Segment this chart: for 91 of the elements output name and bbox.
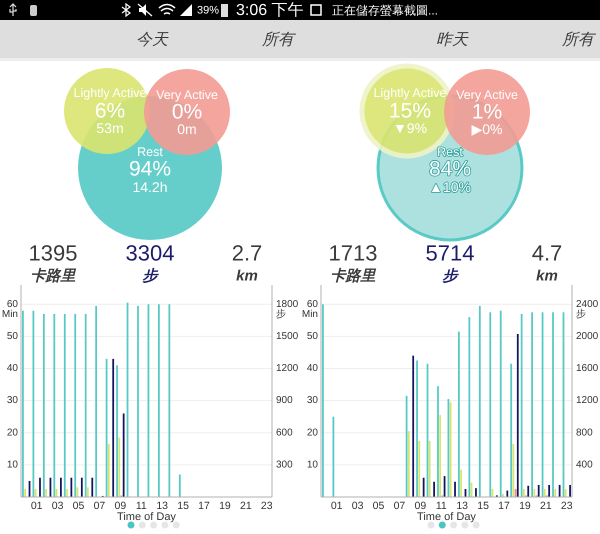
y2-tick-label: 1500 (276, 330, 299, 342)
text: ▼9% (392, 120, 428, 136)
y-tick-label: 60 (306, 298, 318, 310)
x-axis-title: Time of Day (417, 511, 476, 523)
y-tick-label: 30 (306, 395, 318, 406)
y-axis-title: Min (2, 308, 18, 320)
y2-tick-label: 600 (276, 427, 294, 438)
text: ▲10% (429, 179, 471, 195)
x-tick-label: 15 (477, 500, 490, 512)
x-tick-label: 07 (394, 500, 406, 512)
data-label: 4.7 (532, 240, 562, 266)
y-tick-label: 20 (306, 427, 318, 438)
y-tick-label: 50 (306, 330, 318, 342)
y2-tick-label: 1200 (576, 395, 599, 406)
text: 1% (472, 100, 502, 124)
category-label: Very Active (456, 88, 518, 102)
x-tick-label: 03 (52, 500, 64, 512)
x-tick-label: 13 (156, 500, 168, 512)
text: 今天 (136, 32, 169, 48)
x-tick-label: 01 (30, 500, 43, 512)
data-label: 1713 (328, 240, 378, 266)
y2-tick-label: 1600 (576, 363, 599, 374)
x-tick-label: 23 (260, 500, 273, 512)
text: ▶0% (471, 121, 503, 137)
data-label: 3304 (126, 240, 174, 266)
x-tick-label: 09 (114, 500, 126, 512)
text: 84% (428, 158, 472, 180)
text: 15% (388, 100, 432, 122)
category-label: Lightly Active (374, 86, 447, 100)
y-tick-label: 10 (6, 459, 18, 470)
y-tick-label: 20 (6, 427, 18, 438)
category-label: 步 (142, 268, 160, 284)
x-tick-label: 15 (177, 500, 190, 512)
x-tick-label: 19 (219, 500, 231, 512)
y-axis-title: Min (302, 308, 318, 320)
data-label: 1395 (28, 240, 78, 266)
text: 39% (196, 4, 220, 16)
text: 昨天 (436, 32, 469, 48)
data-label: 2.7 (232, 240, 262, 266)
text: 3:06 下午 (236, 2, 304, 19)
x-tick-label: 19 (519, 500, 531, 512)
x-tick-label: 05 (72, 500, 85, 512)
x-tick-label: 11 (436, 500, 447, 512)
y2-axis-title: 步 (576, 308, 586, 320)
text: 14.2h (132, 179, 168, 195)
category-label: km (236, 268, 258, 284)
x-tick-label: 05 (372, 500, 385, 512)
y-tick-label: 60 (6, 298, 18, 310)
y2-tick-label: 900 (276, 395, 294, 406)
x-tick-label: 17 (498, 500, 510, 512)
text: 所有 (562, 30, 597, 48)
text: 6% (94, 100, 126, 122)
x-tick-label: 03 (352, 500, 364, 512)
x-tick-label: 09 (414, 500, 426, 512)
category-label: 卡路里 (330, 268, 376, 284)
y2-tick-label: 2400 (576, 298, 599, 310)
x-tick-label: 17 (198, 500, 210, 512)
category-label: Lightly Active (74, 86, 147, 100)
x-tick-label: 23 (560, 500, 573, 512)
y-tick-label: 50 (6, 330, 18, 342)
category-label: 步 (442, 268, 460, 284)
text: 94% (128, 158, 172, 180)
x-axis-title: Time of Day (117, 511, 176, 523)
y-tick-label: 40 (306, 363, 318, 374)
y-tick-label: 10 (306, 459, 318, 470)
x-tick-label: 21 (240, 500, 252, 512)
text: 0m (177, 121, 197, 137)
category-label: 卡路里 (30, 268, 76, 284)
y-tick-label: 40 (6, 363, 18, 374)
y2-axis-title: 步 (276, 308, 286, 320)
y2-tick-label: 800 (576, 427, 594, 438)
text: 53m (96, 120, 124, 136)
y2-tick-label: 2000 (576, 330, 599, 342)
text: 0% (172, 100, 202, 124)
x-tick-label: 21 (540, 500, 552, 512)
x-tick-label: 13 (456, 500, 468, 512)
y2-tick-label: 1200 (276, 363, 299, 374)
y-tick-label: 30 (6, 395, 18, 406)
y2-tick-label: 300 (276, 459, 294, 470)
category-label: km (536, 268, 558, 284)
text: 正在儲存螢幕截圖... (332, 4, 438, 18)
x-tick-label: 01 (330, 500, 343, 512)
category-label: Very Active (156, 88, 218, 102)
category-label: Rest (437, 145, 464, 159)
x-tick-label: 07 (94, 500, 106, 512)
y2-tick-label: 400 (576, 459, 594, 470)
category-label: Rest (137, 145, 164, 159)
text: 所有 (262, 30, 297, 48)
data-label: 5714 (426, 240, 474, 266)
y2-tick-label: 1800 (276, 298, 299, 310)
x-tick-label: 11 (136, 500, 147, 512)
